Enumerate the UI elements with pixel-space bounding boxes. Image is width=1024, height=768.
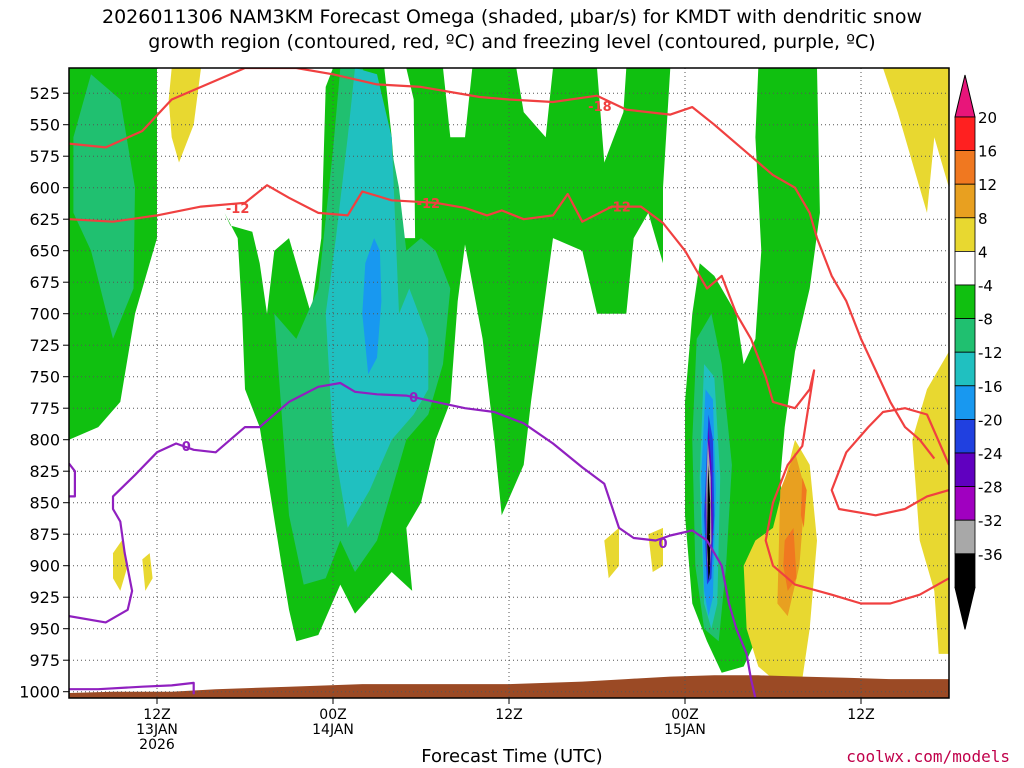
x-tick-label-6-0: 12Z: [143, 707, 170, 723]
x-tick-label-30-0: 12Z: [495, 707, 522, 723]
x-tick-label-42-1: 15JAN: [664, 722, 706, 738]
isotherm-line-1: [69, 184, 949, 605]
colorbar-label-3: 8: [978, 210, 988, 228]
isotherm-label-3-1: 0: [409, 391, 418, 406]
chart-title-line1: 2026011306 NAM3KM Forecast Omega (shaded…: [102, 6, 922, 28]
isotherm-label-0-0: -18: [588, 100, 612, 115]
isotherm-line-3: [69, 381, 757, 698]
y-tick-label-600: 600: [29, 179, 60, 198]
terrain-fill: [69, 675, 949, 698]
colorbar-swatch-3: [954, 217, 976, 252]
colorbar-swatch-7: [954, 351, 976, 387]
colorbar-swatch-10: [954, 452, 976, 487]
y-tick-label-575: 575: [29, 147, 60, 166]
isotherm-label-1-0: -12: [226, 202, 250, 217]
colorbar-swatch-13: [954, 553, 976, 588]
y-axis: 525 550 575 600 625 650 675 700 725 750 775 800 825 8…: [19, 84, 69, 702]
chart-title-line2: growth region (contoured, red, ºC) and f…: [148, 31, 876, 53]
y-tick-label-925: 925: [29, 588, 60, 607]
colorbar-label-10: -24: [978, 445, 1003, 463]
y-tick-label-675: 675: [29, 273, 60, 292]
contour-layer: [69, 68, 949, 698]
omega-region-4-15: [883, 68, 949, 213]
x-tick-label-6-2: 2026: [139, 737, 175, 753]
isotherm-label-1-2: -12: [607, 201, 631, 216]
y-tick-label-800: 800: [29, 431, 60, 450]
y-tick-label-750: 750: [29, 368, 60, 387]
colorbar-swatch-9: [954, 418, 976, 454]
x-tick-label-18-0: 00Z: [319, 707, 346, 723]
omega-region-12-20: [800, 477, 807, 528]
omega-region-4-22: [142, 553, 153, 591]
colorbar-swatch-8: [954, 385, 976, 420]
x-tick-label-18-1: 14JAN: [312, 722, 354, 738]
colorbar-label-2: 12: [978, 176, 997, 194]
colorbar-label-12: -32: [978, 512, 1003, 530]
y-tick-label-625: 625: [29, 210, 60, 229]
isotherm-line-2: [830, 407, 949, 517]
colorbar-swatch-4: [954, 250, 976, 286]
colorbar: 20 16 12 8 4 -4 -8 -12 -16 -20 -24 -28 -32 -36: [954, 74, 1003, 630]
colorbar-top-arrow: [954, 74, 976, 118]
gridlines: [69, 68, 949, 698]
omega-shading-layer: [69, 68, 949, 686]
y-tick-label-825: 825: [29, 462, 60, 481]
y-tick-label-550: 550: [29, 116, 60, 135]
colorbar-swatch-12: [954, 519, 976, 555]
terrain-layer: [69, 675, 949, 698]
isotherm-line-5: [69, 462, 77, 498]
colorbar-swatch-1: [954, 150, 976, 185]
x-tick-label-42-0: 00Z: [671, 707, 698, 723]
colorbar-label-7: -12: [978, 344, 1003, 362]
x-tick-label-6-1: 13JAN: [136, 722, 178, 738]
isotherm-line-0: [69, 68, 936, 460]
colorbar-label-4: 4: [978, 243, 988, 261]
y-tick-label-525: 525: [29, 84, 60, 103]
colorbar-swatch-6: [954, 318, 976, 353]
y-tick-label-975: 975: [29, 651, 60, 670]
colorbar-swatch-0: [954, 116, 976, 151]
isotherm-label-3-2: 0: [658, 537, 667, 552]
colorbar-bottom-arrow: [954, 586, 976, 630]
isotherm-label-3-0: 0: [182, 440, 191, 455]
isotherm-label-1-1: -12: [417, 197, 441, 212]
colorbar-label-8: -16: [978, 378, 1003, 396]
y-tick-label-1000: 1000: [19, 683, 60, 702]
y-tick-label-875: 875: [29, 525, 60, 544]
source-credit: coolwx.com/models: [846, 747, 1010, 766]
colorbar-label-0: 20: [978, 109, 997, 127]
omega-region--20-5: [362, 238, 382, 375]
x-tick-label-54-0: 12Z: [847, 707, 874, 723]
x-axis-title: Forecast Time (UTC): [421, 746, 603, 767]
omega-region-4-14: [168, 68, 201, 163]
omega-region--36-13: [707, 464, 711, 581]
y-tick-label-850: 850: [29, 494, 60, 513]
y-tick-label-700: 700: [29, 305, 60, 324]
y-tick-label-725: 725: [29, 336, 60, 355]
omega-region-4-16: [912, 351, 949, 654]
contour-labels: -18 -12 -12 -12 0 0 0: [182, 100, 668, 552]
colorbar-label-1: 16: [978, 143, 997, 161]
colorbar-label-13: -36: [978, 546, 1003, 564]
colorbar-label-6: -8: [978, 311, 993, 329]
colorbar-label-11: -28: [978, 479, 1003, 497]
colorbar-swatch-5: [954, 284, 976, 319]
omega-region-12-19: [783, 527, 797, 591]
y-tick-label-900: 900: [29, 557, 60, 576]
colorbar-label-9: -20: [978, 411, 1003, 429]
y-tick-label-650: 650: [29, 242, 60, 261]
isotherm-line-4: [69, 681, 195, 695]
colorbar-label-5: -4: [978, 277, 993, 295]
colorbar-swatch-2: [954, 183, 976, 219]
y-tick-label-950: 950: [29, 620, 60, 639]
omega-region-4-23: [604, 527, 619, 579]
y-tick-label-775: 775: [29, 399, 60, 418]
colorbar-swatch-11: [954, 486, 976, 521]
